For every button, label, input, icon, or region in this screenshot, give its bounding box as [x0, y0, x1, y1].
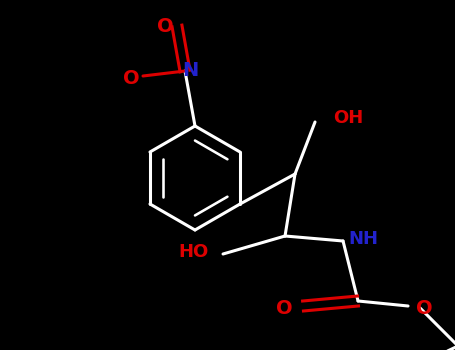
Text: O: O [416, 299, 433, 317]
Text: N: N [182, 62, 198, 80]
Text: OH: OH [333, 109, 363, 127]
Text: O: O [276, 299, 293, 317]
Text: NH: NH [348, 230, 378, 248]
Text: O: O [123, 69, 139, 88]
Text: O: O [157, 16, 173, 35]
Text: HO: HO [179, 243, 209, 261]
